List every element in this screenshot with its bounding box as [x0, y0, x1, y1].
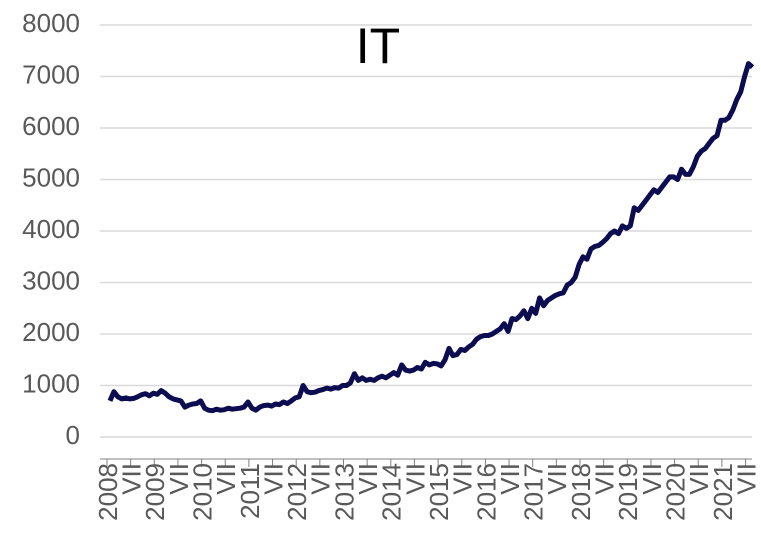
x-tick-label: VII: [400, 463, 430, 495]
x-tick-label: 2014: [377, 463, 407, 521]
x-tick-label: VII: [637, 463, 667, 495]
line: [107, 61, 755, 414]
x-tick-label: VII: [258, 463, 288, 495]
x-tick-label: 2018: [566, 463, 596, 521]
x-tick-label: VII: [164, 463, 194, 495]
x-tick-label: VII: [731, 463, 761, 495]
x-tick-label: 2011: [235, 463, 265, 519]
x-tick-label: VII: [353, 463, 383, 495]
x-tick-label: 2009: [140, 463, 170, 521]
x-tick-label: VII: [117, 463, 147, 495]
x-tick-label: VII: [306, 463, 336, 495]
y-tick-label: 0: [66, 420, 80, 450]
x-tick-label: 2021: [708, 463, 738, 521]
x-tick-label: 2020: [660, 463, 690, 521]
x-tick-label: 2019: [613, 463, 643, 521]
y-tick-label: 2000: [22, 317, 80, 347]
x-tick-label: 2008: [93, 463, 123, 521]
y-tick-label: 8000: [22, 8, 80, 38]
y-tick-label: 4000: [22, 214, 80, 244]
y-tick-label: 1000: [22, 368, 80, 398]
x-tick-label: 2016: [471, 463, 501, 521]
x-tick-label: VII: [542, 463, 572, 495]
x-tick-label: VII: [684, 463, 714, 495]
y-tick-label: 3000: [22, 265, 80, 295]
x-tick-label: 2012: [282, 463, 312, 521]
x-tick-label: VII: [590, 463, 620, 495]
x-tick-label: 2013: [329, 463, 359, 521]
x-tick-label: 2017: [519, 463, 549, 521]
x-tick-label: VII: [211, 463, 241, 495]
chart-title: IT: [356, 18, 400, 74]
y-tick-label: 6000: [22, 111, 80, 141]
x-tick-label: VII: [495, 463, 525, 495]
x-tick-label: 2010: [187, 463, 217, 521]
x-tick-label: 2015: [424, 463, 454, 521]
y-tick-label: 5000: [22, 162, 80, 192]
y-tick-label: 7000: [22, 59, 80, 89]
x-tick-label: VII: [448, 463, 478, 495]
